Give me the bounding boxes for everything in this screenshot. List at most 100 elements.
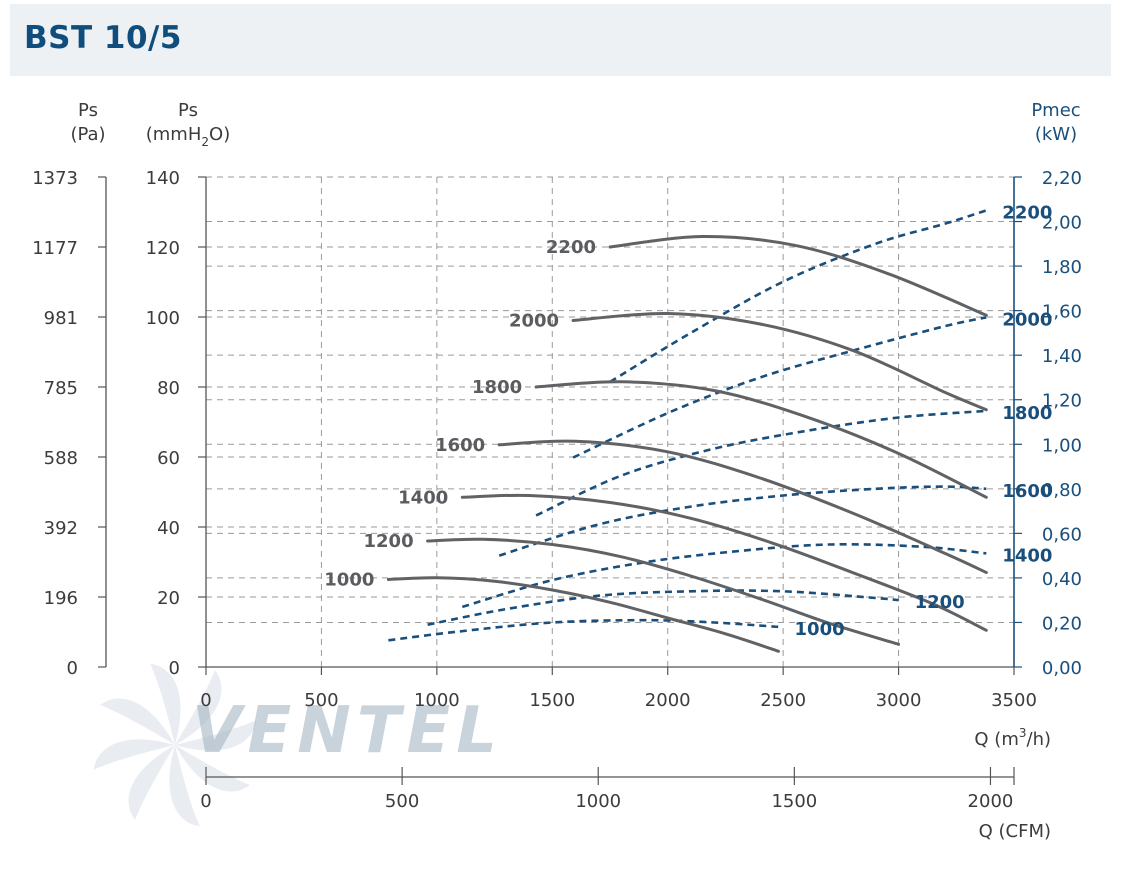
pmec-curve-1200 bbox=[427, 589, 899, 626]
axes bbox=[105, 177, 1015, 778]
pmec-label-2200: 2200 bbox=[1002, 202, 1052, 223]
x-label-m3h-sup: 3 bbox=[1019, 726, 1027, 740]
ps-curve-2200 bbox=[608, 234, 988, 317]
fan-blade-6 bbox=[128, 745, 175, 820]
tick-label-q: 0 bbox=[200, 690, 211, 711]
tick-label-cfm: 1000 bbox=[575, 791, 621, 812]
y-label-pa: Ps bbox=[78, 100, 98, 121]
tick-label-mm: 80 bbox=[157, 378, 180, 399]
ps-curve-1600 bbox=[497, 439, 988, 574]
tick-label-cfm: 2000 bbox=[968, 791, 1014, 812]
ps-curve-1200 bbox=[426, 537, 901, 646]
tick-label-pa: 785 bbox=[44, 378, 78, 399]
pmec-label-2000: 2000 bbox=[1002, 309, 1052, 330]
ps-curve-1800 bbox=[534, 380, 988, 499]
fan-blade-1 bbox=[150, 663, 181, 745]
pmec-curves bbox=[388, 209, 987, 642]
tick-label-mm: 60 bbox=[157, 448, 180, 469]
fan-logo-watermark bbox=[93, 663, 257, 827]
pmec-curve-1400 bbox=[461, 543, 987, 609]
tick-label-q: 2500 bbox=[760, 690, 806, 711]
fan-blade-0 bbox=[100, 698, 175, 745]
y-unit-kw: (kW) bbox=[1035, 124, 1077, 145]
ps-label-2000: 2000 bbox=[509, 311, 559, 332]
y-unit-mm-sub: 2 bbox=[201, 135, 209, 149]
tick-label-q: 3000 bbox=[876, 690, 922, 711]
tick-label-kw: 2,00 bbox=[1042, 213, 1082, 234]
tick-label-kw: 2,20 bbox=[1042, 168, 1082, 189]
tick-label-kw: 1,20 bbox=[1042, 391, 1082, 412]
tick-label-mm: 140 bbox=[146, 168, 180, 189]
pmec-label-1800: 1800 bbox=[1002, 403, 1052, 424]
grid bbox=[206, 176, 1014, 667]
pmec-curve-1000 bbox=[388, 618, 779, 642]
tick-label-kw: 1,40 bbox=[1042, 346, 1082, 367]
ps-label-2200: 2200 bbox=[546, 237, 596, 258]
tick-label-kw: 0,80 bbox=[1042, 480, 1082, 501]
tick-label-kw: 0,00 bbox=[1042, 658, 1082, 679]
pmec-label-1000: 1000 bbox=[795, 619, 845, 640]
x-label-cfm: Q (CFM) bbox=[979, 821, 1051, 842]
y-unit-mm-prefix: (mmH bbox=[146, 124, 202, 145]
pmec-label-1200: 1200 bbox=[915, 592, 965, 613]
tick-labels: 140 120 100 80 60 40 20 0 1373 1177 981 785 588 392 19… bbox=[32, 168, 1082, 812]
x-label-m3h-prefix: Q (m bbox=[974, 729, 1018, 750]
tick-label-kw: 1,00 bbox=[1042, 435, 1082, 456]
tick-label-kw: 0,20 bbox=[1042, 613, 1082, 634]
tick-label-mm: 40 bbox=[157, 518, 180, 539]
tick-label-pa: 981 bbox=[44, 308, 78, 329]
pmec-curve-1600 bbox=[498, 485, 987, 557]
tick-label-pa: 0 bbox=[67, 658, 78, 679]
fan-blade-7 bbox=[93, 739, 175, 770]
x-label-m3h-suffix: /h) bbox=[1027, 729, 1052, 750]
tick-label-q: 500 bbox=[304, 690, 338, 711]
tick-label-pa: 196 bbox=[44, 588, 78, 609]
y-unit-mm-suffix: O) bbox=[209, 124, 230, 145]
fan-blade-3 bbox=[175, 720, 257, 751]
y-label-mm: Ps bbox=[178, 100, 198, 121]
header-bar: BST 10/5 bbox=[10, 4, 1111, 76]
tick-label-pa: 588 bbox=[44, 448, 78, 469]
tick-label-cfm: 0 bbox=[200, 791, 211, 812]
tick-label-kw: 0,40 bbox=[1042, 569, 1082, 590]
ps-curve-1400 bbox=[460, 493, 988, 632]
fan-blade-2 bbox=[175, 670, 222, 745]
ps-curves bbox=[386, 234, 988, 653]
pmec-label-1600: 1600 bbox=[1002, 481, 1052, 502]
tick-label-q: 1000 bbox=[414, 690, 460, 711]
x-label-m3h: Q (m3/h) bbox=[974, 726, 1051, 750]
tick-label-mm: 0 bbox=[169, 658, 180, 679]
tick-label-mm: 120 bbox=[146, 238, 180, 259]
pmec-curve-2200 bbox=[609, 209, 987, 384]
pmec-label-1400: 1400 bbox=[1002, 545, 1052, 566]
tick-label-cfm: 1500 bbox=[771, 791, 817, 812]
ps-label-1200: 1200 bbox=[364, 531, 414, 552]
y-unit-pa: (Pa) bbox=[70, 124, 105, 145]
tick-label-kw: 0,60 bbox=[1042, 524, 1082, 545]
ps-label-1800: 1800 bbox=[472, 377, 522, 398]
tick-label-q: 1500 bbox=[529, 690, 575, 711]
ps-label-1000: 1000 bbox=[324, 570, 374, 591]
tick-label-kw: 1,80 bbox=[1042, 257, 1082, 278]
tick-label-mm: 20 bbox=[157, 588, 180, 609]
page-title: BST 10/5 bbox=[24, 20, 182, 56]
tick-label-pa: 1177 bbox=[32, 238, 78, 259]
tick-label-kw: 1,60 bbox=[1042, 302, 1082, 323]
tick-label-q: 2000 bbox=[645, 690, 691, 711]
fan-blade-4 bbox=[175, 745, 250, 792]
tick-label-cfm: 500 bbox=[385, 791, 419, 812]
fan-blade-5 bbox=[169, 745, 200, 827]
ps-curve-1000 bbox=[386, 576, 780, 653]
y-unit-mm: (mmH2O) bbox=[146, 124, 230, 149]
y-label-kw: Pmec bbox=[1031, 100, 1080, 121]
pmec-curve-1800 bbox=[535, 409, 987, 517]
curve-labels: 1000 1200 1400 1600 1800 2000 2200 1000 1200 1400… bbox=[324, 202, 1052, 640]
tick-label-q: 3500 bbox=[991, 690, 1037, 711]
ps-label-1600: 1600 bbox=[435, 435, 485, 456]
ps-label-1400: 1400 bbox=[398, 487, 448, 508]
tick-label-pa: 1373 bbox=[32, 168, 78, 189]
tick-label-pa: 392 bbox=[44, 518, 78, 539]
tick-label-mm: 100 bbox=[146, 308, 180, 329]
ps-curve-2000 bbox=[571, 311, 988, 412]
